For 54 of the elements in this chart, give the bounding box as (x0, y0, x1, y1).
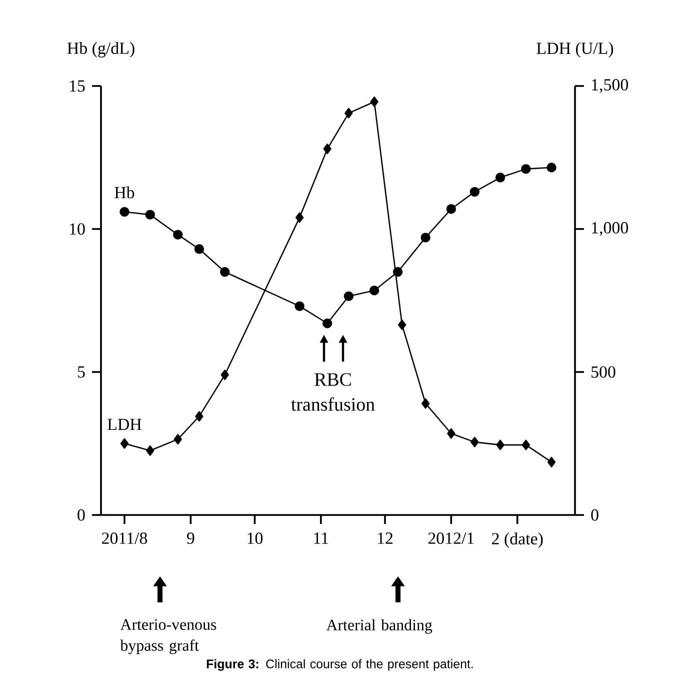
point (120, 438, 129, 449)
y2-tick-label: 1,500 (592, 79, 628, 93)
x-tick-label: 2 (date) (492, 532, 543, 548)
point (173, 230, 183, 240)
text: Figure 3: Clinical course of the present patient. (206, 659, 473, 671)
point (370, 96, 378, 107)
y2-tick-label: 500 (592, 366, 616, 378)
point (194, 244, 204, 254)
point (447, 428, 456, 439)
point (220, 370, 229, 380)
point (470, 436, 479, 448)
point (323, 144, 332, 154)
point (295, 212, 304, 223)
y-tick-label: 15 (70, 80, 85, 92)
point (220, 267, 230, 277)
point (322, 318, 332, 328)
point (146, 445, 154, 456)
point (421, 398, 430, 409)
y2-tick-label: 0 (591, 509, 598, 521)
point (294, 301, 304, 312)
point (546, 162, 556, 172)
text: Arterial banding (326, 619, 432, 634)
y-axis-title: Hb (g/dL) (67, 42, 134, 58)
x-tick-label: 2011/8 (102, 532, 148, 544)
point (398, 320, 406, 330)
point (344, 108, 353, 118)
text: Arterio-venous bypass graft (120, 619, 216, 654)
point (145, 210, 155, 220)
x-tick-label: 11 (314, 532, 328, 544)
point (521, 164, 531, 174)
series-label: Hb (114, 186, 134, 198)
y-tick-label: 0 (78, 509, 85, 521)
point (420, 232, 430, 242)
annotation: RBC transfusion (291, 373, 375, 411)
point (174, 434, 182, 444)
point (495, 172, 506, 182)
y-tick-label: 5 (78, 366, 85, 378)
series-label: LDH (108, 418, 142, 430)
x-tick-label: 10 (248, 532, 263, 544)
point (446, 204, 456, 214)
point (470, 186, 480, 197)
point (120, 206, 130, 217)
point (522, 440, 530, 450)
y2-axis-title: LDH (U/L) (536, 42, 614, 58)
point (195, 411, 204, 422)
point (344, 291, 354, 302)
point (547, 456, 556, 468)
y2-tick-label: 1,000 (592, 222, 628, 236)
x-tick-label: 12 (378, 532, 393, 544)
y-tick-label: 10 (70, 223, 85, 235)
x-tick-label: 2012/1 (428, 532, 474, 544)
point (496, 440, 504, 450)
x-tick-label: 9 (186, 532, 194, 544)
point (369, 286, 380, 296)
